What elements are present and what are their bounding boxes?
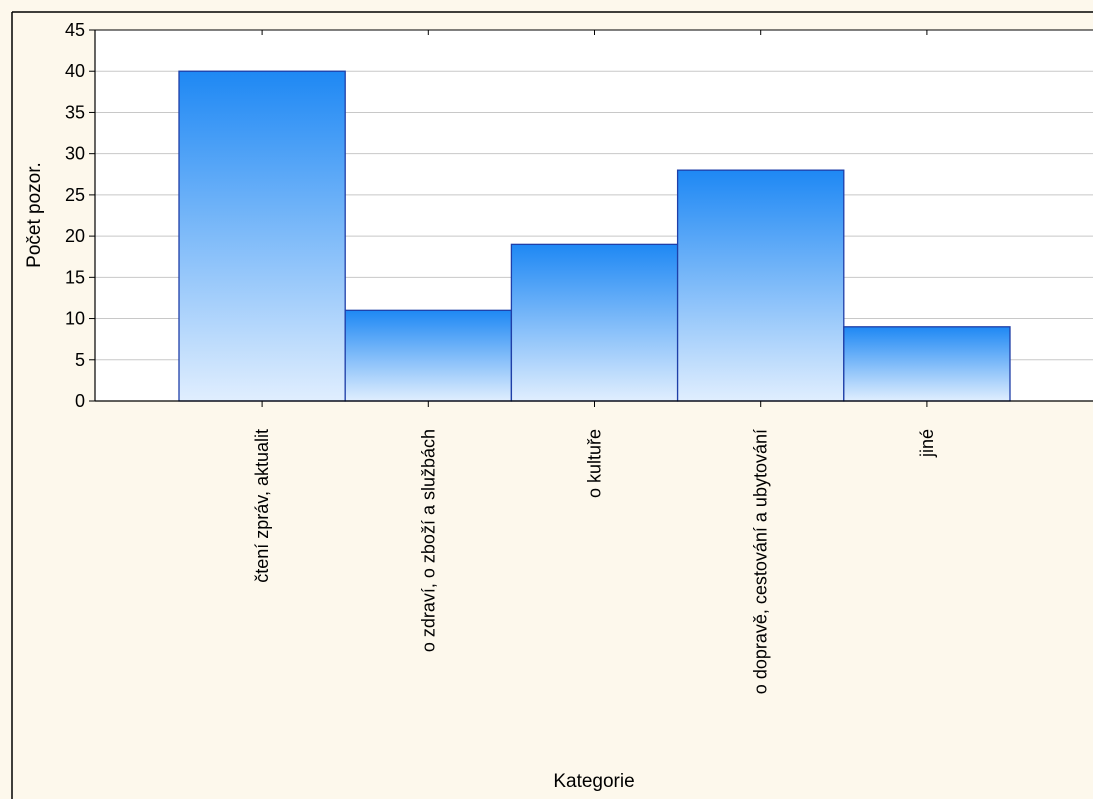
y-tick-label: 30 — [65, 144, 85, 164]
x-tick-label: o zdraví, o zboží a službách — [418, 429, 438, 652]
y-tick-label: 0 — [75, 391, 85, 411]
x-tick-label: o kultuře — [585, 429, 605, 498]
bar — [510, 243, 679, 402]
y-tick-label: 20 — [65, 226, 85, 246]
y-tick-label: 35 — [65, 102, 85, 122]
y-tick-label: 45 — [65, 20, 85, 40]
y-tick-label: 15 — [65, 267, 85, 287]
x-tick-label: o dopravě, cestování a ubytování — [751, 429, 771, 694]
y-axis-title: Počet pozor. — [24, 162, 45, 268]
y-tick-label: 25 — [65, 185, 85, 205]
axes — [11, 11, 1093, 799]
bar — [676, 169, 845, 402]
y-tick-label: 40 — [65, 61, 85, 81]
bar — [178, 70, 346, 402]
labels: 0 5 10 15 20 25 30 35 40 45 čtení zpráv, aktualit o… — [65, 20, 937, 694]
bars — [178, 70, 1011, 402]
x-tick-label: jiné — [917, 429, 937, 458]
bar — [843, 326, 1011, 402]
y-tick-label: 10 — [65, 309, 85, 329]
y-tick-label: 5 — [75, 350, 85, 370]
bar — [344, 309, 513, 402]
x-tick-label: čtení zpráv, aktualit — [252, 429, 272, 583]
x-axis-title: Kategorie — [553, 771, 634, 792]
